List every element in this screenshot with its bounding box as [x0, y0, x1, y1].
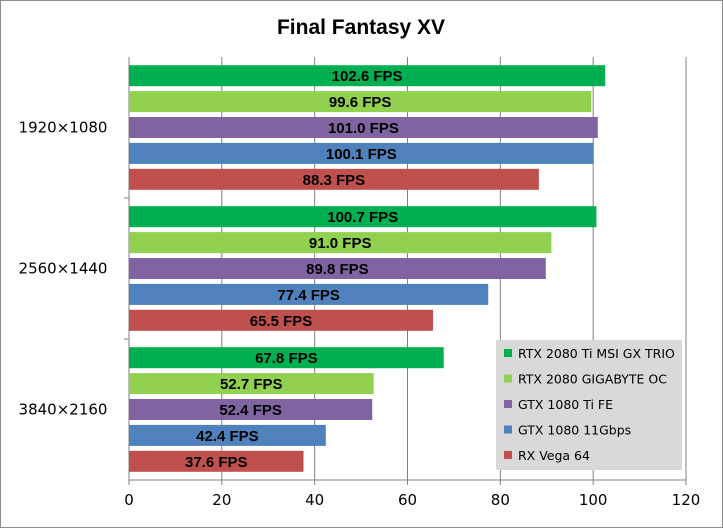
bar: [129, 450, 304, 472]
bar: [129, 283, 489, 305]
bar-data-label: 88.3 FPS: [303, 172, 366, 189]
legend-label: RX Vega 64: [518, 448, 590, 463]
bar: [129, 424, 326, 446]
bar: [129, 117, 598, 138]
bar: [129, 399, 373, 420]
bar-data-label: 89.8 FPS: [306, 261, 369, 278]
category-labels: 1920×1080 2560×1440 3840×2160: [19, 119, 108, 419]
x-tick-label: 40: [305, 491, 324, 509]
bar-data-label: 67.8 FPS: [255, 350, 318, 367]
bar: [129, 142, 594, 164]
chart-title: Final Fantasy XV: [277, 16, 445, 39]
bar: [129, 206, 597, 228]
bar: [129, 91, 592, 113]
legend-label: GTX 1080 Ti FE: [518, 397, 613, 412]
x-tick-label: 0: [124, 491, 134, 509]
bar: [129, 373, 374, 395]
bar: [129, 65, 606, 87]
category-label: 3840×2160: [19, 401, 108, 419]
bar-data-label: 101.0 FPS: [328, 120, 399, 137]
bar-data-label: 42.4 FPS: [196, 428, 259, 445]
bar-data-label: 99.6 FPS: [329, 94, 392, 111]
legend-swatch: [504, 374, 512, 383]
bar-data-label: 100.1 FPS: [326, 146, 397, 163]
x-tick-label: 60: [398, 491, 417, 509]
legend-swatch: [504, 425, 512, 434]
legend-swatch: [504, 451, 512, 459]
category-label: 2560×1440: [19, 260, 108, 278]
bar-data-label: 52.4 FPS: [219, 402, 282, 419]
bar-labels: 102.6 FPS 99.6 FPS 101.0 FPS 100.1 FPS 88.3 …: [185, 68, 403, 471]
bar-data-label: 65.5 FPS: [250, 313, 313, 330]
legend-swatch: [504, 349, 512, 357]
legend: RTX 2080 Ti MSI GX TRIO RTX 2080 GIGABYTE…: [496, 340, 682, 470]
bar: [129, 258, 546, 279]
x-tick-label: 80: [491, 491, 510, 509]
bar-data-label: 100.7 FPS: [327, 209, 398, 226]
bar: [129, 168, 539, 190]
bars: [129, 65, 606, 472]
bar-data-label: 77.4 FPS: [277, 287, 340, 304]
legend-label: GTX 1080 11Gbps: [518, 423, 631, 438]
bar-data-label: 102.6 FPS: [332, 68, 403, 85]
category-label: 1920×1080: [19, 119, 108, 137]
bar: [129, 232, 552, 254]
bar-data-label: 37.6 FPS: [185, 454, 248, 471]
legend-box: [496, 340, 682, 470]
legend-label: RTX 2080 Ti MSI GX TRIO: [518, 346, 675, 361]
bar: [129, 347, 444, 369]
bar-data-label: 52.7 FPS: [220, 376, 283, 393]
x-tick-label: 120: [672, 491, 701, 509]
bar-data-label: 91.0 FPS: [309, 235, 372, 252]
x-tick-label: 20: [212, 491, 231, 509]
bar: [129, 309, 434, 331]
x-tick-label: 100: [579, 491, 608, 509]
legend-label: RTX 2080 GIGABYTE OC: [518, 372, 667, 387]
legend-swatch: [504, 400, 512, 408]
x-tick-labels: 0 20 40 60 80 100 120: [124, 491, 700, 509]
